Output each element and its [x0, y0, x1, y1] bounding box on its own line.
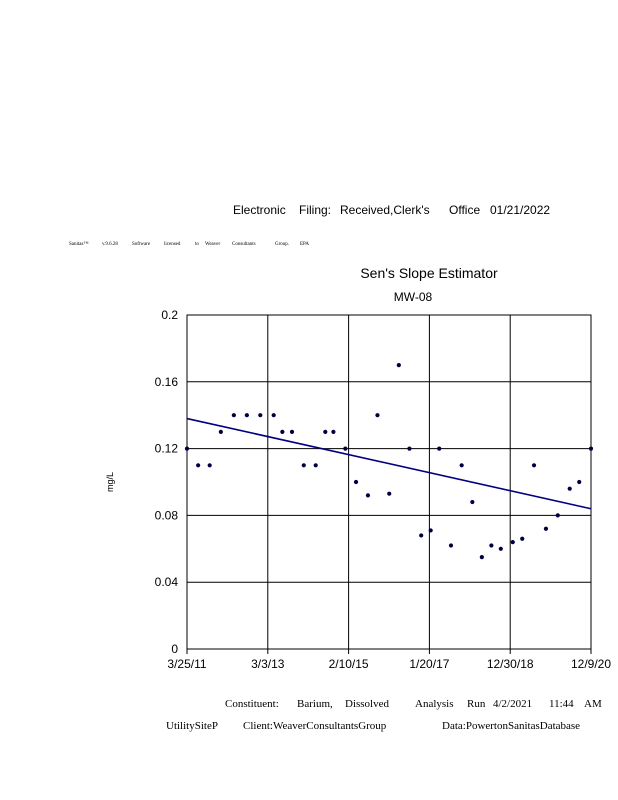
license-word: EPA [300, 242, 309, 247]
footer-word: Run [467, 698, 486, 710]
y-axis-label: mg/L [105, 472, 115, 492]
footer-word: AM [584, 698, 602, 710]
electronic-filing-header: Electronic Filing: Received,Clerk's Offi… [0, 203, 618, 219]
header-word: 01/21/2022 [490, 203, 551, 217]
grid-lines [186, 314, 592, 654]
data-point [555, 513, 560, 518]
footer-word: 4/2/2021 [493, 698, 533, 710]
y-tick-label: 0 [171, 642, 178, 656]
header-word: Filing: [299, 203, 332, 217]
data-point [448, 543, 454, 548]
data-point [280, 429, 285, 434]
data-point [588, 446, 594, 451]
data-point [459, 463, 464, 468]
data-point [498, 546, 503, 551]
data-point [437, 446, 442, 451]
data-point [353, 479, 359, 485]
header-word: Electronic [233, 203, 286, 217]
data-point [207, 463, 212, 468]
data-point [301, 463, 306, 468]
data-point [244, 413, 249, 418]
license-word: Group. [275, 242, 290, 247]
data-point [510, 540, 515, 545]
header-word: Received,Clerk's [340, 203, 430, 217]
footer-word: Constituent: [225, 698, 279, 710]
footer-word: 11:44 [549, 698, 574, 710]
footer-database: Data:PowertonSanitasDatabase [442, 720, 581, 732]
data-point [520, 536, 525, 541]
data-point [323, 429, 328, 434]
y-tick-labels: 0 0.04 0.08 0.12 0.16 0.2 [155, 308, 179, 656]
footer-client: Client:WeaverConsultantsGroup [243, 720, 387, 732]
data-point [375, 413, 380, 418]
client-footer-line: UtilitySiteP Client:WeaverConsultantsGro… [0, 720, 618, 734]
data-point [365, 493, 371, 498]
data-point [567, 486, 572, 491]
license-word: Weaver [205, 242, 221, 247]
license-word: Software [132, 242, 151, 247]
y-tick-label: 0.12 [155, 442, 179, 456]
data-point [407, 446, 412, 451]
x-tick-label: 12/9/20 [571, 657, 611, 671]
x-tick-label: 3/3/13 [251, 657, 285, 671]
data-point [577, 479, 582, 485]
data-point [196, 463, 201, 468]
data-point [543, 526, 549, 531]
license-word: licensed [164, 242, 181, 247]
data-points [184, 363, 594, 560]
y-tick-label: 0.16 [155, 375, 179, 389]
y-tick-label: 0.08 [155, 508, 179, 522]
license-word: Sanitas™ [69, 242, 89, 247]
plot-area [186, 314, 592, 650]
data-point [470, 499, 475, 505]
y-tick-label: 0.04 [155, 575, 179, 589]
data-point [531, 463, 537, 468]
sens-slope-trend-line [186, 417, 592, 510]
trend-line-group [186, 417, 592, 510]
license-word: to [195, 242, 199, 247]
data-point [343, 446, 348, 451]
data-point [258, 413, 263, 418]
data-point [331, 429, 336, 434]
x-tick-label: 12/30/18 [487, 657, 534, 671]
footer-word: Analysis [415, 698, 454, 710]
data-point [489, 543, 494, 548]
data-point [396, 363, 401, 368]
header-word: Office [449, 203, 481, 217]
chart-title: Sen's Slope Estimator [360, 265, 498, 281]
data-point [231, 413, 236, 418]
data-point [313, 463, 318, 468]
data-point [218, 429, 223, 434]
x-tick-label: 1/20/17 [409, 657, 449, 671]
analysis-footer-line: Constituent: Barium, Dissolved Analysis … [0, 698, 618, 712]
y-tick-label: 0.2 [161, 308, 178, 322]
data-point [387, 491, 392, 496]
license-word: v.9.6.28 [102, 242, 118, 247]
chart-subtitle: MW-08 [394, 290, 433, 304]
x-tick-label: 2/10/15 [329, 657, 369, 671]
license-word: Consultants [232, 242, 256, 247]
footer-word: Dissolved [345, 698, 389, 710]
x-tick-labels: 3/25/11 3/3/13 2/10/15 1/20/17 12/30/18 12/9/… [167, 657, 611, 671]
x-tick-label: 3/25/11 [167, 657, 206, 671]
data-point [184, 446, 190, 451]
data-point [428, 528, 433, 533]
footer-word: Barium, [297, 698, 333, 710]
data-point [419, 533, 424, 538]
data-point [289, 429, 295, 434]
data-point [271, 413, 276, 418]
software-license-line: Sanitas™ v.9.6.28 Software licensed to W… [0, 242, 618, 250]
footer-site: UtilitySiteP [166, 720, 218, 732]
data-point [479, 555, 484, 560]
